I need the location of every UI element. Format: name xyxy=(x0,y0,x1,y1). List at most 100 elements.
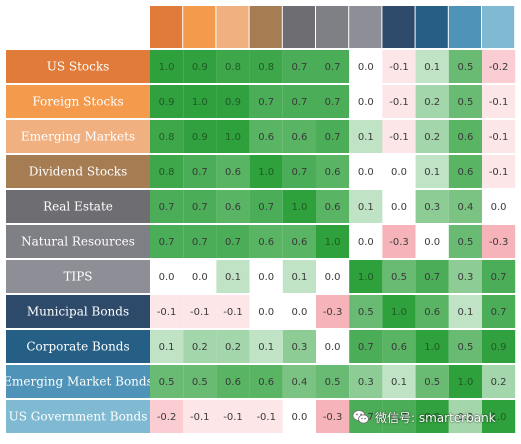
heatmap-cell xyxy=(448,295,482,328)
row-label-bg-emerging-market-bonds xyxy=(6,365,150,398)
cell-value-label: 0.2 xyxy=(192,342,208,353)
cell-value-label: 0.7 xyxy=(192,167,208,178)
cell-value-label: 0.1 xyxy=(358,132,374,143)
heatmap-cell xyxy=(216,155,250,188)
cell-value-label: 0.0 xyxy=(291,412,307,423)
heatmap-cell xyxy=(448,50,482,83)
column-header-us-government-bonds xyxy=(482,6,515,48)
heatmap-cell xyxy=(150,400,184,433)
cell-value-label: 1.0 xyxy=(391,307,407,318)
heatmap-cell xyxy=(216,295,250,328)
cell-value-label: -0.3 xyxy=(323,307,343,318)
heatmap-cell xyxy=(150,295,184,328)
heatmap-cell xyxy=(448,155,482,188)
cell-value-label: 0.1 xyxy=(159,342,175,353)
cell-value-label: 0.0 xyxy=(391,167,407,178)
cell-value-label: 0.0 xyxy=(491,202,507,213)
row-label-natural-resources: Natural Resources xyxy=(21,235,135,249)
heatmap-cell xyxy=(482,190,516,223)
row-label-municipal-bonds: Municipal Bonds xyxy=(27,305,129,319)
cell-value-label: 1.0 xyxy=(192,97,208,108)
row-label-bg-municipal-bonds xyxy=(6,295,150,328)
heatmap-cell xyxy=(316,225,350,258)
cell-value-label: -0.1 xyxy=(190,412,210,423)
cell-value-label: 0.4 xyxy=(457,202,473,213)
heatmap-cell xyxy=(316,295,350,328)
heatmap-cell xyxy=(448,260,482,293)
heatmap-cell xyxy=(249,85,283,118)
cell-value-label: 0.8 xyxy=(159,132,175,143)
row-label-bg-emerging-markets xyxy=(6,120,150,153)
cell-value-label: 0.7 xyxy=(325,132,341,143)
heatmap-cell xyxy=(382,190,416,223)
cell-value-label: 0.9 xyxy=(192,132,208,143)
heatmap-cell xyxy=(482,120,516,153)
heatmap-cell xyxy=(150,330,184,363)
cell-value-label: 0.0 xyxy=(358,237,374,248)
heatmap-cell xyxy=(150,120,184,153)
cell-value-label: 0.0 xyxy=(358,62,374,73)
column-header-corporate-bonds xyxy=(415,6,448,48)
row-label-bg-foreign-stocks xyxy=(6,85,150,118)
cell-value-label: 0.3 xyxy=(291,342,307,353)
cell-value-label: 0.3 xyxy=(424,202,440,213)
cell-value-label: 0.2 xyxy=(424,132,440,143)
cell-value-label: 0.5 xyxy=(159,377,175,388)
cell-value-label: 0.9 xyxy=(424,412,440,423)
heatmap-cell xyxy=(249,330,283,363)
heatmap-cell xyxy=(249,260,283,293)
cell-value-label: 0.1 xyxy=(424,62,440,73)
cell-value-label: -0.1 xyxy=(489,167,509,178)
heatmap-cell xyxy=(482,85,516,118)
cell-value-label: -0.1 xyxy=(389,132,409,143)
row-label-bg-tips xyxy=(6,260,150,293)
cell-value-label: 0.6 xyxy=(325,167,341,178)
cell-value-label: 0.8 xyxy=(159,167,175,178)
heatmap-cell xyxy=(349,225,383,258)
heatmap-cell xyxy=(415,155,449,188)
heatmap-cell xyxy=(216,225,250,258)
cell-value-label: 0.6 xyxy=(258,237,274,248)
heatmap-cell xyxy=(382,50,416,83)
column-header-emerging-market-bonds xyxy=(448,6,481,48)
heatmap-cell xyxy=(349,155,383,188)
heatmap-cell xyxy=(349,120,383,153)
heatmap-cell xyxy=(316,400,350,433)
heatmap-cell xyxy=(448,400,482,433)
cell-value-label: 0.5 xyxy=(325,377,341,388)
cell-value-label: 0.6 xyxy=(225,202,241,213)
cell-value-label: -0.3 xyxy=(489,237,509,248)
heatmap-cell xyxy=(482,330,516,363)
column-header-real-estate xyxy=(282,6,315,48)
heatmap-cell xyxy=(316,260,350,293)
cell-value-label: 0.5 xyxy=(424,377,440,388)
cell-value-label: 0.5 xyxy=(192,377,208,388)
heatmap-cell xyxy=(448,365,482,398)
heatmap-cell xyxy=(282,400,316,433)
cell-value-label: 0.0 xyxy=(258,272,274,283)
heatmap-cell xyxy=(282,120,316,153)
heatmap-cell xyxy=(482,50,516,83)
heatmap-cell xyxy=(316,85,350,118)
heatmap-cell xyxy=(448,330,482,363)
cell-value-label: -0.1 xyxy=(256,412,276,423)
cell-value-label: 0.2 xyxy=(424,97,440,108)
heatmap-cell xyxy=(150,260,184,293)
heatmap-cell xyxy=(249,400,283,433)
heatmap-cell xyxy=(316,190,350,223)
cell-value-label: 1.0 xyxy=(159,62,175,73)
cell-value-label: 0.6 xyxy=(258,377,274,388)
cell-value-label: 0.9 xyxy=(491,342,507,353)
row-label-bg-corporate-bonds xyxy=(6,330,150,363)
heatmap-cell xyxy=(249,120,283,153)
heatmap-cell xyxy=(349,260,383,293)
cell-value-label: -0.3 xyxy=(323,412,343,423)
cell-value-label: 0.4 xyxy=(291,377,307,388)
heatmap-cell xyxy=(382,295,416,328)
heatmap-cell xyxy=(482,260,516,293)
cell-value-label: -0.1 xyxy=(389,97,409,108)
heatmap-cell xyxy=(183,330,217,363)
heatmap-cell xyxy=(282,225,316,258)
row-label-dividend-stocks: Dividend Stocks xyxy=(29,165,128,179)
